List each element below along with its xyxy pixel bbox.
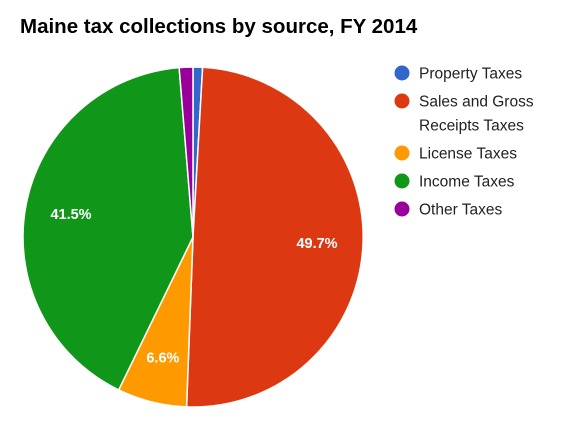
legend-swatch (394, 201, 410, 217)
legend-swatch (394, 145, 410, 161)
legend-label: Sales and Gross Receipts Taxes (419, 94, 534, 135)
slice-data-label: 49.7% (296, 236, 337, 252)
legend-item: License Taxes (394, 145, 517, 163)
legend-swatch (394, 93, 410, 109)
pie-slice-other-taxes (178, 66, 194, 238)
legend: Property Taxes Sales and Gross Receipts Ta… (394, 65, 534, 219)
chart-title: Maine tax collections by source, FY 2014 (20, 15, 418, 38)
pie-slice-sales-and-gross-receipts-taxes (185, 66, 364, 408)
legend-label: Income Taxes (419, 174, 515, 191)
pie-slices (22, 66, 364, 408)
slice-data-label: 6.6% (146, 350, 179, 366)
legend-label: Property Taxes (419, 66, 522, 83)
legend-swatch (394, 65, 410, 81)
legend-label: Other Taxes (419, 202, 503, 219)
legend-label: License Taxes (419, 146, 517, 163)
pie-slice-labels: 49.7% 6.6% 41.5% (50, 207, 337, 366)
slice-data-label: 41.5% (50, 207, 91, 223)
legend-item: Other Taxes (394, 201, 503, 219)
legend-item: Sales and Gross Receipts Taxes (394, 93, 534, 135)
legend-item: Property Taxes (394, 65, 522, 83)
legend-swatch (394, 173, 410, 189)
legend-item: Income Taxes (394, 173, 515, 191)
pie-slice-income-taxes (22, 66, 194, 391)
